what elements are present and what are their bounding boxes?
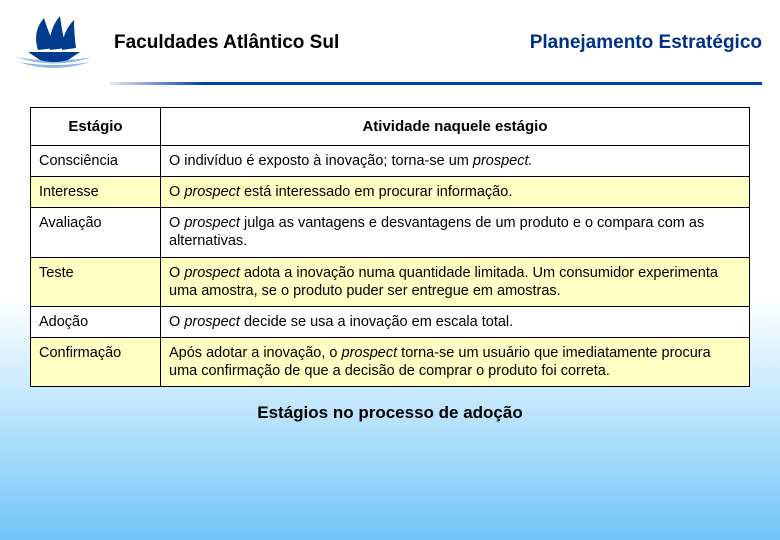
slide-header: Faculdades Atlântico Sul Planejamento Es… <box>0 0 780 78</box>
table-caption: Estágios no processo de adoção <box>30 403 750 423</box>
stages-table: Estágio Atividade naquele estágio Consci… <box>30 107 750 387</box>
stage-cell: Adoção <box>31 306 161 337</box>
stage-cell: Avaliação <box>31 208 161 257</box>
table-row: InteresseO prospect está interessado em … <box>31 177 750 208</box>
stage-cell: Consciência <box>31 146 161 177</box>
table-row: ConfirmaçãoApós adotar a inovação, o pro… <box>31 337 750 386</box>
activity-cell: O prospect julga as vantagens e desvanta… <box>161 208 750 257</box>
header-divider <box>110 82 762 85</box>
ship-logo-icon <box>8 12 100 74</box>
table-row: AvaliaçãoO prospect julga as vantagens e… <box>31 208 750 257</box>
header-title-right: Planejamento Estratégico <box>530 32 762 54</box>
activity-cell: Após adotar a inovação, o prospect torna… <box>161 337 750 386</box>
header-title-left: Faculdades Atlântico Sul <box>114 32 339 54</box>
stage-cell: Confirmação <box>31 337 161 386</box>
stage-cell: Interesse <box>31 177 161 208</box>
table-row: AdoçãoO prospect decide se usa a inovaçã… <box>31 306 750 337</box>
table-row: ConsciênciaO indivíduo é exposto à inova… <box>31 146 750 177</box>
col-header-stage: Estágio <box>31 108 161 146</box>
activity-cell: O prospect decide se usa a inovação em e… <box>161 306 750 337</box>
header-left: Faculdades Atlântico Sul <box>8 12 339 74</box>
activity-cell: O prospect adota a inovação numa quantid… <box>161 257 750 306</box>
stage-cell: Teste <box>31 257 161 306</box>
col-header-activity: Atividade naquele estágio <box>161 108 750 146</box>
activity-cell: O indivíduo é exposto à inovação; torna-… <box>161 146 750 177</box>
activity-cell: O prospect está interessado em procurar … <box>161 177 750 208</box>
table-row: TesteO prospect adota a inovação numa qu… <box>31 257 750 306</box>
table-header-row: Estágio Atividade naquele estágio <box>31 108 750 146</box>
table-container: Estágio Atividade naquele estágio Consci… <box>0 85 780 423</box>
table-body: ConsciênciaO indivíduo é exposto à inova… <box>31 146 750 387</box>
